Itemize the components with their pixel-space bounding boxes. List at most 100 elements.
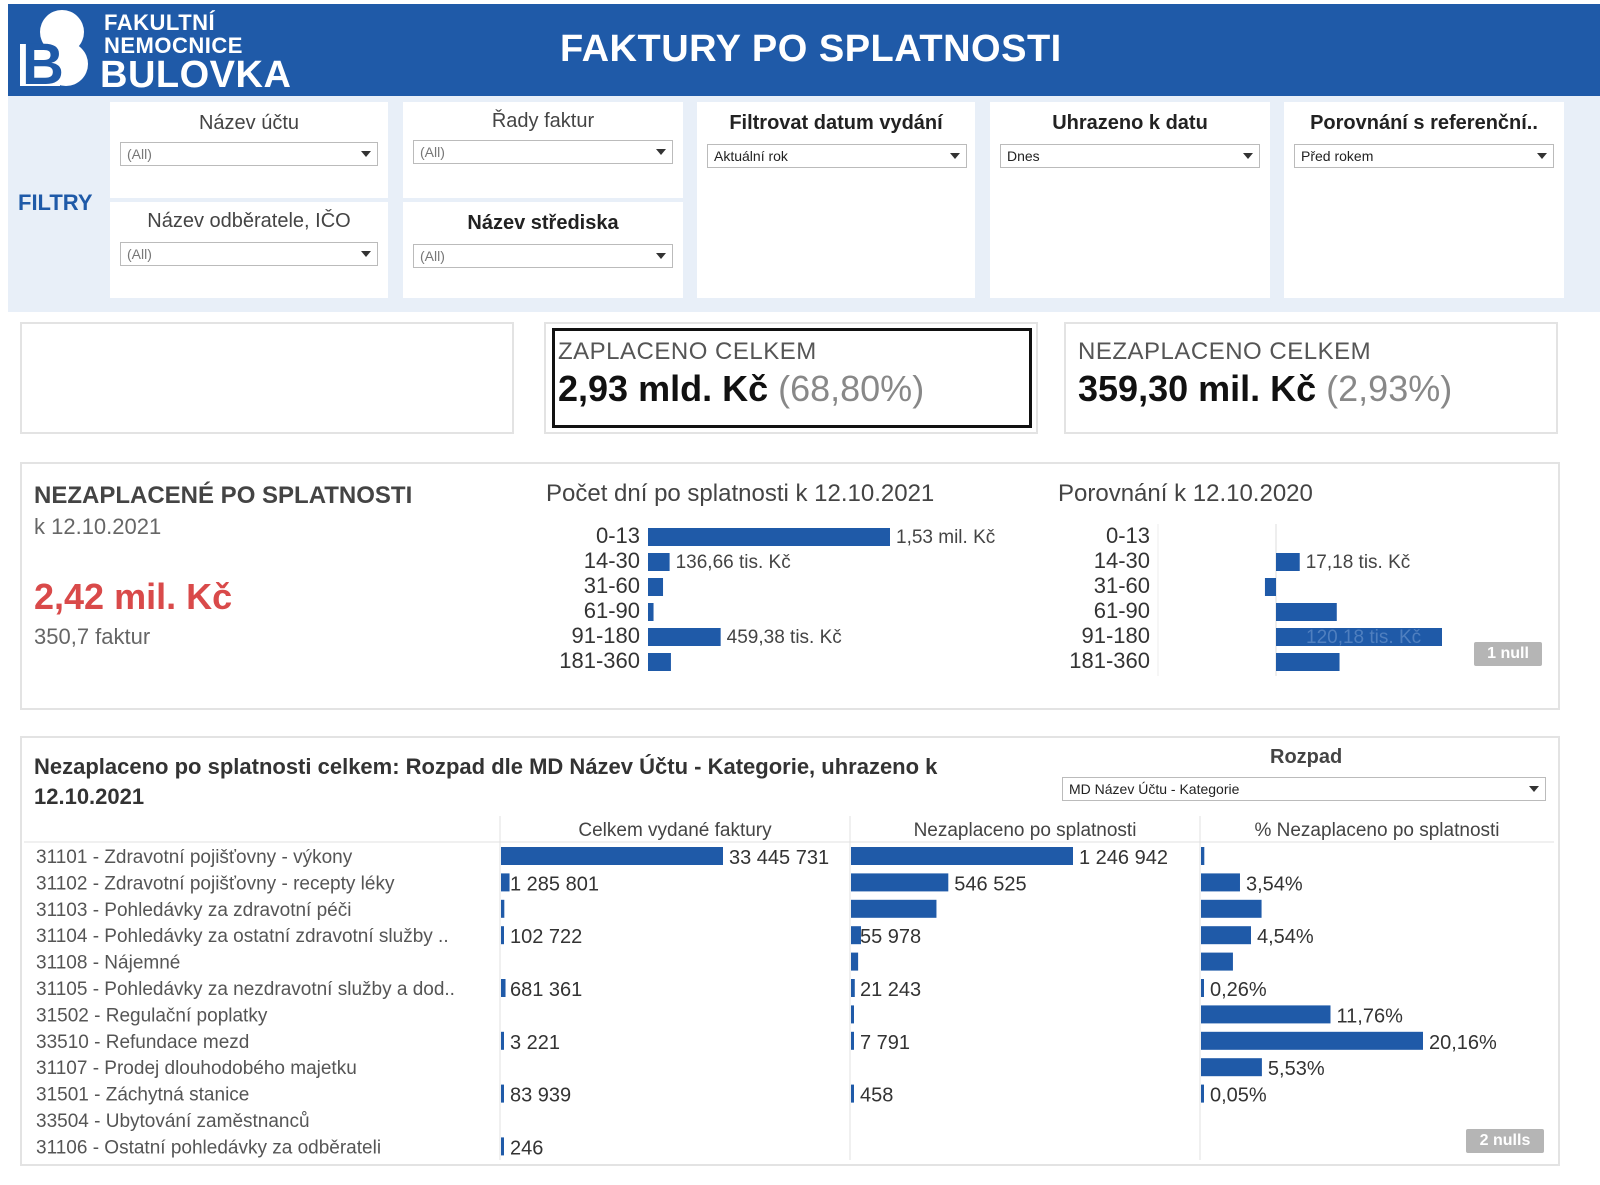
logo-text-line3: BULOVKA: [100, 54, 292, 96]
rozpad-select[interactable]: MD Název Účtu - Kategorie: [1062, 777, 1546, 801]
kpi-card-zaplaceno[interactable]: ZAPLACENO CELKEM 2,93 mld. Kč (68,80%): [544, 322, 1038, 434]
breakdown-title: Nezaplaceno po splatnosti celkem: Rozpad…: [34, 754, 938, 809]
bar-issued[interactable]: [501, 979, 506, 997]
value-pct: 0,05%: [1210, 1085, 1267, 1107]
bar-pct[interactable]: [1201, 1031, 1423, 1050]
breakdown-table[interactable]: Celkem vydané faktury Nezaplaceno po spla…: [24, 812, 1558, 1162]
kpi-selection-frame: [552, 328, 1032, 428]
filter-title: Řady faktur: [491, 110, 595, 132]
value-pct: 3,54%: [1246, 873, 1303, 895]
bar-issued[interactable]: [501, 926, 504, 945]
bar[interactable]: [648, 603, 654, 621]
value-unpaid: 458: [860, 1085, 893, 1107]
filter-value: (All): [127, 246, 152, 262]
bar[interactable]: [648, 653, 671, 671]
filter-title: Uhrazeno k datu: [1052, 112, 1208, 134]
value-unpaid: 546 525: [954, 873, 1026, 895]
filter-select-nazev-odberatele[interactable]: (All): [120, 242, 378, 266]
bar-pct[interactable]: [1201, 926, 1251, 945]
header-bar: [8, 4, 1600, 96]
chart-comparison-title: Porovnání k 12.10.2020: [1058, 480, 1313, 507]
filter-select-porovnani[interactable]: Před rokem: [1294, 144, 1554, 168]
category-label: 61-90: [1094, 598, 1150, 623]
data-label: 1,53 mil. Kč: [896, 527, 995, 548]
chart-overdue-days[interactable]: 0-13 1,53 mil. Kč 14-30 136,66 tis. Kč 31-60…: [540, 520, 1020, 680]
bar-issued[interactable]: [501, 1137, 504, 1156]
bar-unpaid[interactable]: [851, 873, 949, 892]
category-label: 31-60: [1094, 573, 1150, 598]
row-label: 31501 - Záchytná stanice: [36, 1085, 249, 1106]
bar-pct[interactable]: [1201, 873, 1240, 892]
overdue-value: 2,42 mil. Kč: [34, 576, 233, 617]
bar-unpaid[interactable]: [851, 952, 859, 971]
bar[interactable]: [1276, 653, 1340, 671]
dropdown-arrow-icon: [656, 253, 666, 259]
row-label: 31106 - Ostatní pohledávky za odběrateli: [36, 1137, 381, 1158]
bar-pct[interactable]: [1201, 899, 1262, 918]
dropdown-arrow-icon: [1529, 786, 1539, 792]
filter-select-datum-vydani[interactable]: Aktuální rok: [707, 144, 967, 168]
row-label: 31102 - Zdravotní pojišťovny - recepty l…: [36, 873, 395, 894]
kpi-title: NEZAPLACENO CELKEM: [1078, 338, 1372, 365]
row-label: 31502 - Regulační poplatky: [36, 1005, 268, 1026]
value-issued: 83 939: [510, 1085, 571, 1107]
kpi-amount: 359,30 mil. Kč: [1078, 368, 1317, 409]
bar-issued[interactable]: [501, 899, 505, 918]
bar[interactable]: [1276, 603, 1337, 621]
dropdown-arrow-icon: [656, 149, 666, 155]
category-label: 31-60: [584, 573, 640, 598]
bar-unpaid[interactable]: [851, 1084, 854, 1103]
row-label: 31104 - Pohledávky za ostatní zdravotní …: [36, 926, 449, 947]
bar-issued[interactable]: [501, 1084, 504, 1103]
bar[interactable]: [648, 528, 890, 546]
bar-unpaid[interactable]: [851, 899, 937, 918]
value-issued: 681 361: [510, 979, 582, 1001]
bar[interactable]: [648, 578, 664, 596]
kpi-percent: (2,93%): [1326, 368, 1453, 409]
category-label: 91-180: [571, 623, 640, 648]
dropdown-arrow-icon: [950, 153, 960, 159]
bar[interactable]: [1276, 553, 1300, 571]
logo-text-line1: FAKULTNÍ: [104, 10, 216, 35]
chart-overdue-days-title: Počet dní po splatnosti k 12.10.2021: [546, 480, 935, 507]
bar-unpaid[interactable]: [851, 1005, 854, 1024]
bar-pct[interactable]: [1201, 979, 1204, 997]
filter-select-uhrazeno-k-datu[interactable]: Dnes: [1000, 144, 1260, 168]
null-badge[interactable]: 1 null: [1474, 642, 1542, 666]
bar[interactable]: [648, 628, 721, 646]
bar-pct[interactable]: [1201, 1084, 1204, 1103]
value-unpaid: 7 791: [860, 1032, 910, 1054]
dropdown-arrow-icon: [1537, 153, 1547, 159]
bar-unpaid[interactable]: [851, 1031, 854, 1050]
value-issued: 33 445 731: [729, 847, 829, 869]
bar-issued[interactable]: [501, 847, 723, 865]
value-unpaid: 21 243: [860, 979, 921, 1001]
rozpad-value: MD Název Účtu - Kategorie: [1069, 781, 1240, 797]
bar[interactable]: [648, 553, 670, 571]
bar-unpaid[interactable]: [851, 847, 1073, 865]
bar-issued[interactable]: [501, 873, 510, 892]
filter-select-nazev-strediska[interactable]: (All): [413, 244, 673, 268]
bar[interactable]: [1276, 628, 1442, 646]
breakdown-section: [20, 736, 1560, 1166]
value-pct: 11,76%: [1337, 1005, 1404, 1027]
bar-pct[interactable]: [1201, 1005, 1331, 1024]
row-label: 33510 - Refundace mezd: [36, 1032, 249, 1053]
filter-panel-rady-faktur: Řady faktur (All): [403, 102, 683, 198]
value-issued: 246: [510, 1137, 543, 1159]
bar-unpaid[interactable]: [851, 979, 855, 997]
bar[interactable]: [1264, 578, 1276, 596]
filter-select-rady-faktur[interactable]: (All): [413, 140, 673, 164]
bar-pct[interactable]: [1201, 952, 1233, 971]
data-label: 120,18 tis. Kč: [1306, 627, 1421, 648]
kpi-card-nezaplaceno[interactable]: NEZAPLACENO CELKEM 359,30 mil. Kč (2,93%…: [1064, 322, 1558, 434]
filter-value: (All): [420, 144, 445, 160]
filter-select-nazev-uctu[interactable]: (All): [120, 142, 378, 166]
null-badge[interactable]: 2 nulls: [1466, 1129, 1544, 1153]
bar-pct[interactable]: [1201, 847, 1205, 865]
bar-issued[interactable]: [501, 1031, 504, 1050]
value-issued: 1 285 801: [510, 873, 599, 895]
bar-pct[interactable]: [1201, 1058, 1262, 1077]
bar-unpaid[interactable]: [851, 926, 861, 945]
